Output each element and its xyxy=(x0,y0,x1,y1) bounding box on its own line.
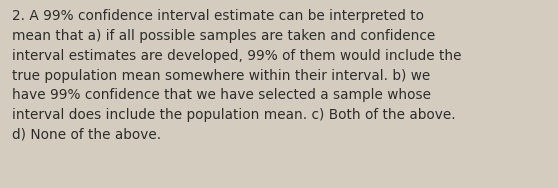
Text: 2. A 99% confidence interval estimate can be interpreted to
mean that a) if all : 2. A 99% confidence interval estimate ca… xyxy=(12,9,461,142)
